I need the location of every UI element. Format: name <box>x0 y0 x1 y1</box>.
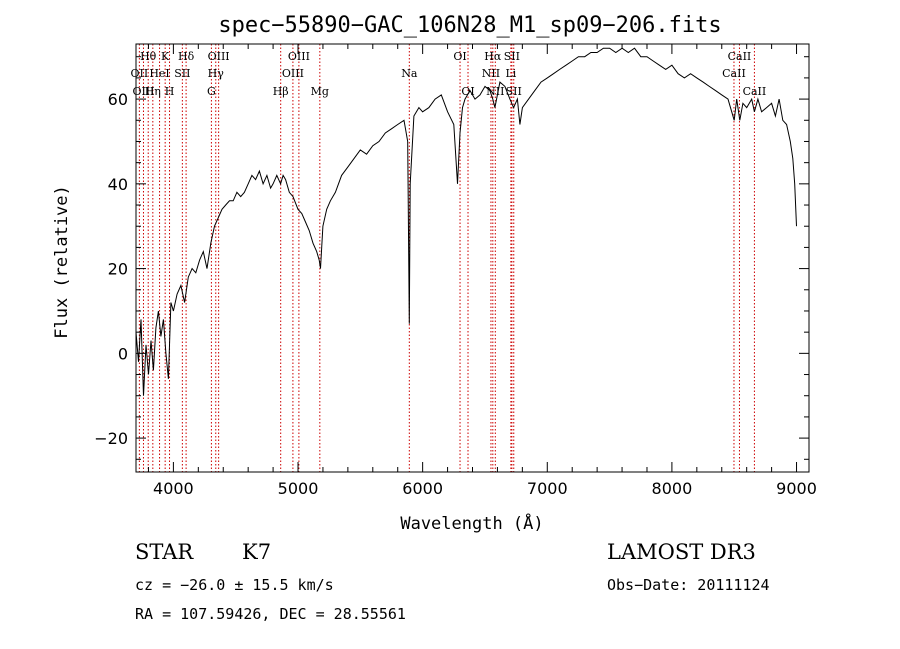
x-tick-label-4000: 4000 <box>153 479 194 498</box>
line-label-7: SII <box>174 67 190 80</box>
spectral-line-markers <box>138 44 755 472</box>
line-label-24: SII <box>506 85 522 98</box>
line-label-13: OIII <box>282 67 304 80</box>
line-label-18: OI <box>461 85 474 98</box>
line-label-14: Hβ <box>273 85 289 98</box>
line-label-22: SII <box>504 50 520 63</box>
object-type: STAR <box>135 540 194 564</box>
y-tick-label--20: −20 <box>94 429 128 448</box>
line-label-0: Hθ <box>140 50 157 63</box>
x-tick-label-5000: 5000 <box>278 479 319 498</box>
y-axis-label: Flux (relative) <box>52 185 72 339</box>
line-label-17: OI <box>453 50 466 63</box>
y-tick-label-20: 20 <box>108 260 128 279</box>
line-label-16: Na <box>401 67 418 80</box>
y-tick-label-0: 0 <box>118 344 128 363</box>
redshift-readout: cz = −26.0 ± 15.5 km/s <box>135 576 334 594</box>
line-label-9: OIII <box>208 50 230 63</box>
x-tick-label-6000: 6000 <box>402 479 443 498</box>
line-label-1: OII <box>131 67 149 80</box>
line-label-27: CaII <box>743 85 767 98</box>
survey-name: LAMOST DR3 <box>607 540 756 564</box>
x-axis-label: Wavelength (Å) <box>400 512 543 534</box>
chart-title: spec−55890−GAC_106N28_M1_sp09−206.fits <box>218 13 721 38</box>
line-label-5: Hη <box>145 85 161 98</box>
y-tick-label-60: 60 <box>108 90 128 109</box>
line-label-11: G <box>207 85 216 98</box>
coordinates: RA = 107.59426, DEC = 28.55561 <box>135 605 406 623</box>
line-label-4: HeI <box>149 67 169 80</box>
spectrum-series-line <box>135 47 797 396</box>
x-axis-ticks: 4000 5000 6000 7000 8000 9000 <box>147 44 817 498</box>
x-tick-label-9000: 9000 <box>776 479 817 498</box>
line-label-19: Hα <box>484 50 502 63</box>
line-label-3: K <box>161 50 170 63</box>
x-tick-label-8000: 8000 <box>652 479 693 498</box>
line-label-23: Li <box>505 67 516 80</box>
object-subclass: K7 <box>242 540 271 564</box>
line-label-8: H <box>165 85 175 98</box>
spectral-line-labels: Hθ OII OIII K HeI Hη Hδ SII H OIII Hγ G OIII OIII Hβ Mg… <box>131 50 767 98</box>
plot-frame <box>135 43 810 473</box>
line-label-15: Mg <box>311 85 329 98</box>
y-tick-label-40: 40 <box>108 175 128 194</box>
line-label-2: OIII <box>132 85 154 98</box>
line-label-6: Hδ <box>178 50 195 63</box>
obs-date: Obs−Date: 20111124 <box>607 576 770 594</box>
line-label-26: CaII <box>722 67 746 80</box>
line-label-12: OIII <box>288 50 310 63</box>
y-axis-ticks: −20 0 20 40 60 <box>94 56 809 460</box>
line-label-10: Hγ <box>208 67 225 80</box>
line-label-25: CaII <box>728 50 752 63</box>
line-label-20: NII <box>482 67 500 80</box>
x-tick-label-7000: 7000 <box>527 479 568 498</box>
line-label-21: NII <box>486 85 504 98</box>
